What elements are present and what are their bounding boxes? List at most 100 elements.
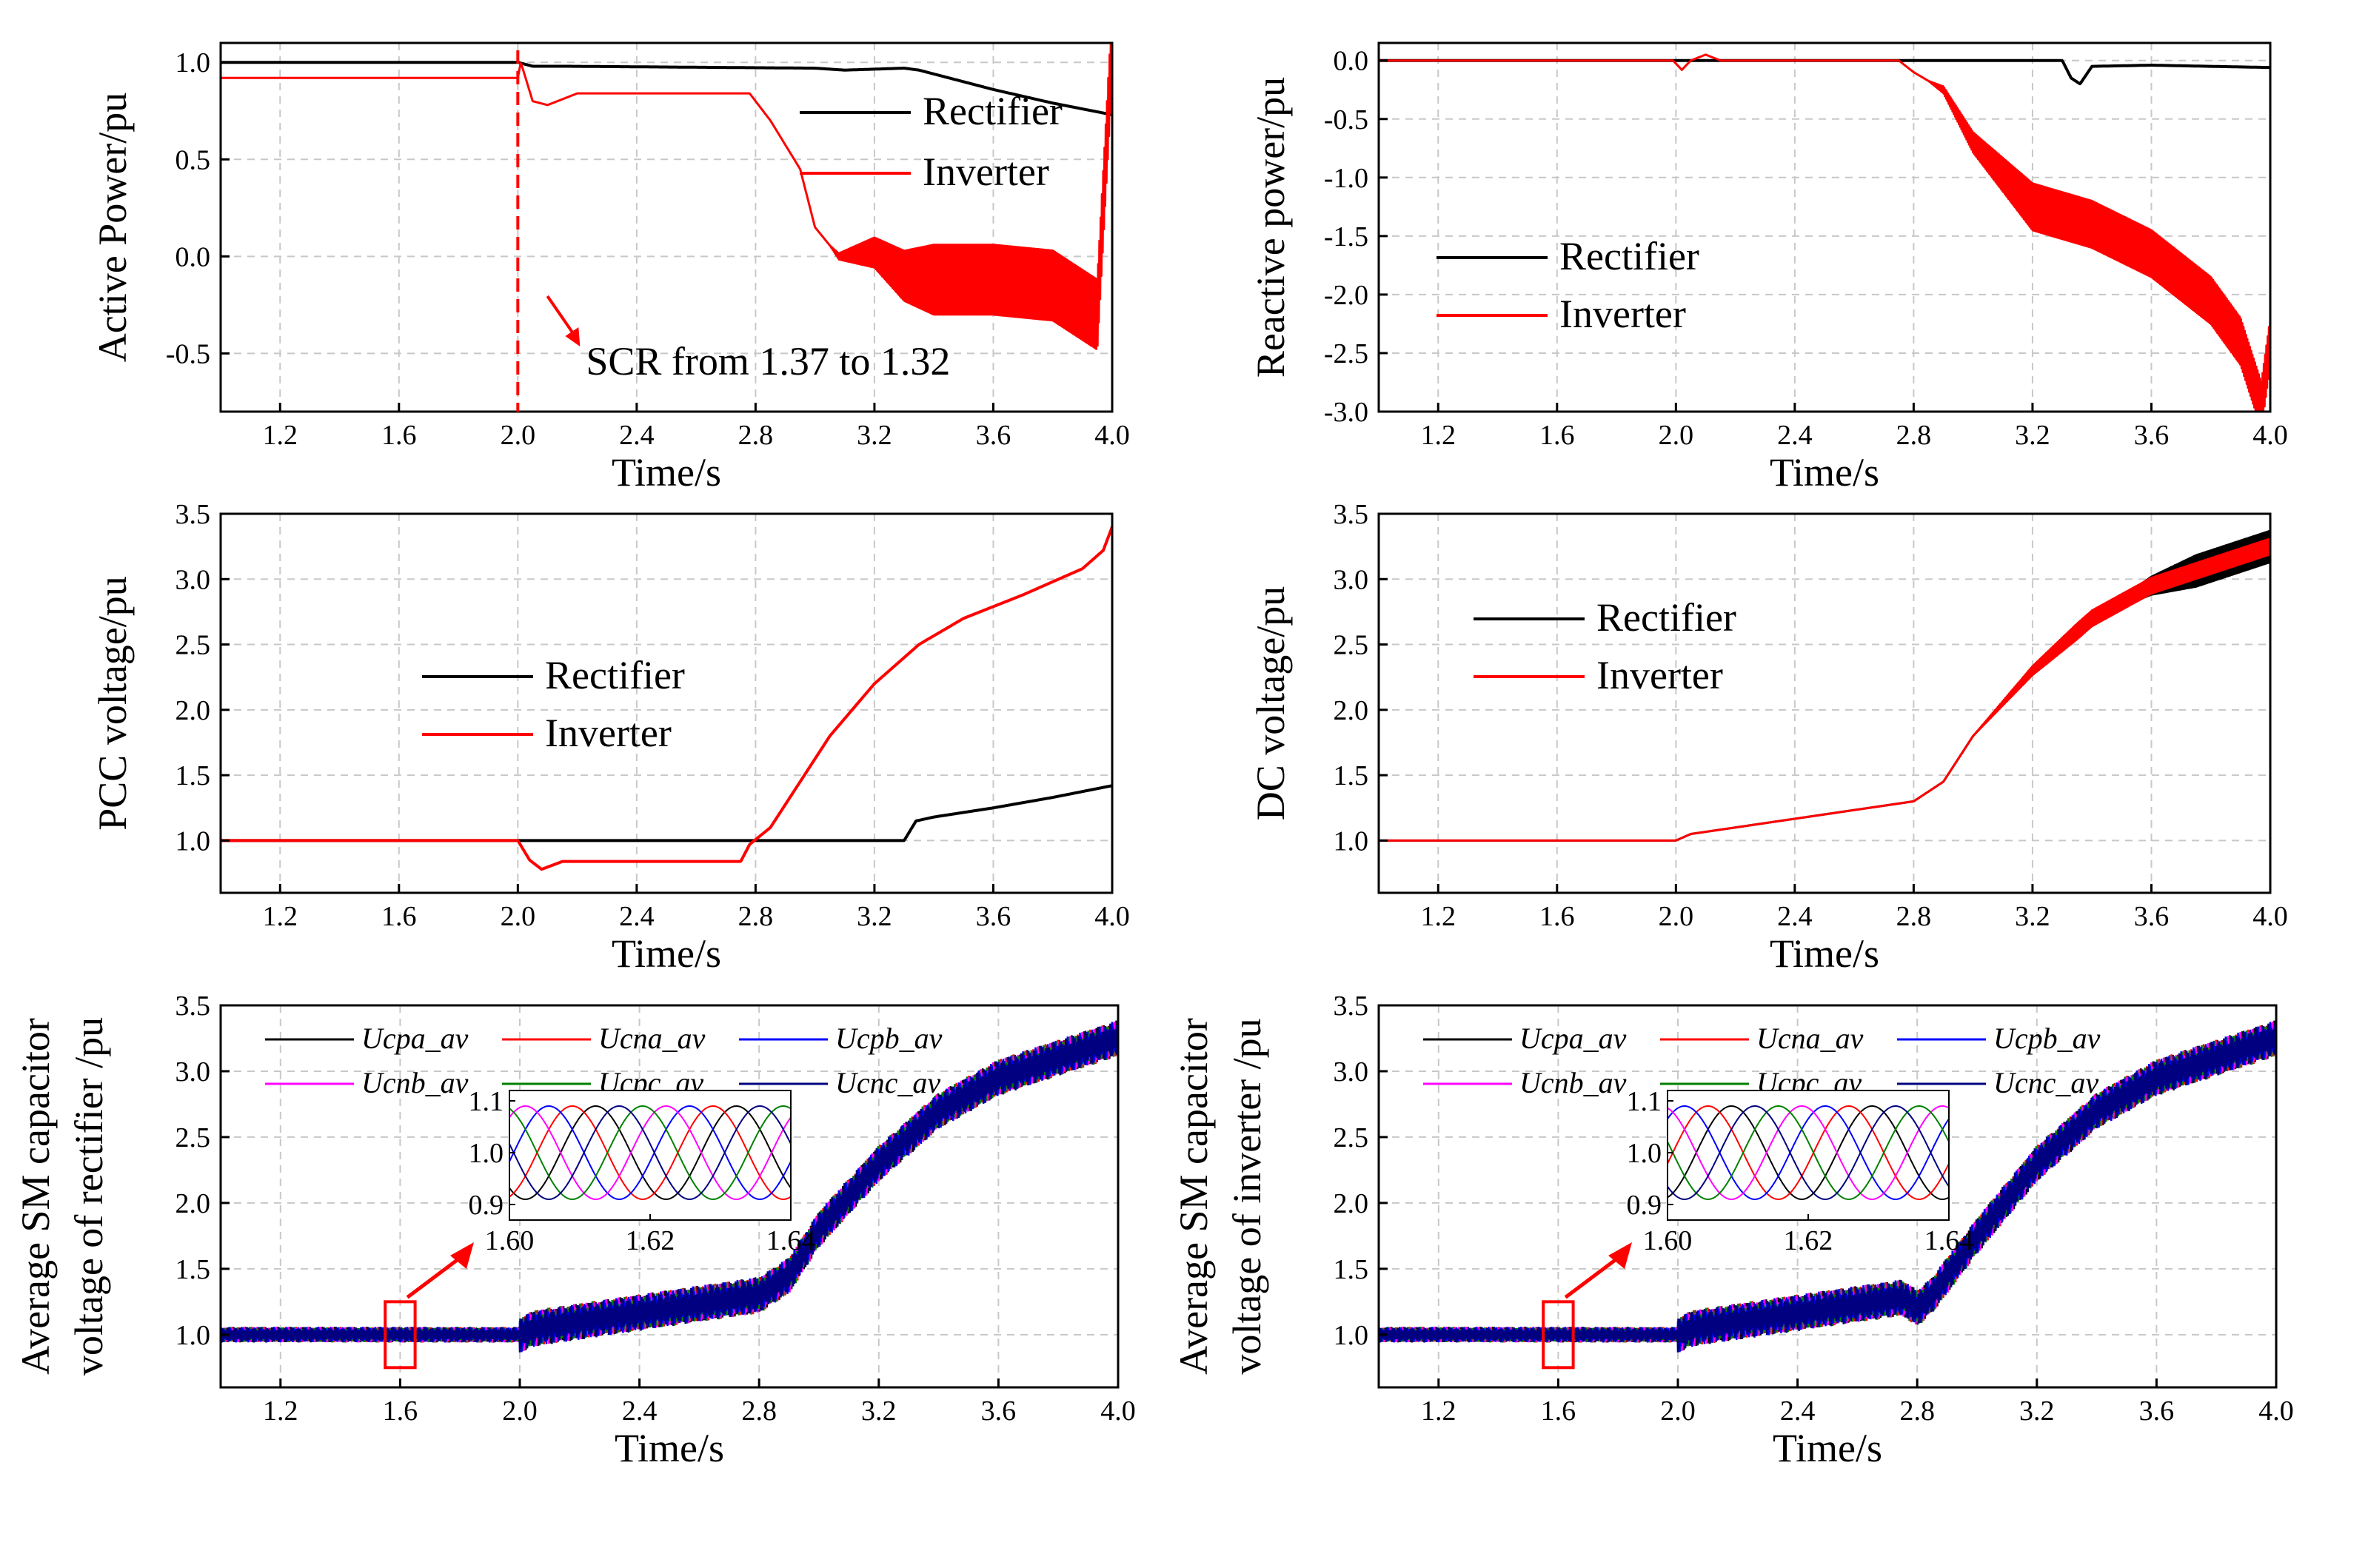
x-tick-label: 3.6 xyxy=(976,901,1011,932)
x-tick-label: 1.2 xyxy=(1421,901,1456,932)
y-tick-label: -0.5 xyxy=(1324,104,1368,135)
x-axis-label: Time/s xyxy=(1770,931,1879,976)
zoom-arrowhead xyxy=(1608,1242,1632,1269)
zoom-arrowhead xyxy=(450,1242,474,1269)
y-tick-label: -3.0 xyxy=(1324,397,1368,428)
plot-area xyxy=(1379,530,2270,842)
legend-label-ucpb-av: Ucpb_av xyxy=(1993,1022,2101,1055)
x-tick-label: 1.6 xyxy=(381,420,417,451)
plot-frame xyxy=(219,512,1114,894)
x-tick-label: 2.0 xyxy=(501,901,536,932)
y-tick-label: 1.0 xyxy=(1334,825,1369,857)
x-tick-label: 3.6 xyxy=(976,420,1011,451)
series-inverter-line xyxy=(221,43,1112,350)
x-tick-label: 1.2 xyxy=(1421,420,1456,451)
y-tick-label: -2.0 xyxy=(1324,280,1368,311)
plot-frame xyxy=(219,41,1114,413)
y-tick-label: -1.5 xyxy=(1324,221,1368,252)
y-tick-label: 2.5 xyxy=(1334,1122,1369,1153)
x-tick-label: 3.2 xyxy=(857,901,892,932)
y-tick-label: -2.5 xyxy=(1324,338,1368,369)
series-rectifier-line xyxy=(1379,58,2270,86)
y-tick-label: 0.0 xyxy=(175,241,211,272)
x-tick-label: 2.4 xyxy=(1777,420,1813,451)
x-tick-label: 1.6 xyxy=(383,1396,418,1427)
legend-label-ucna-av: Ucna_av xyxy=(1756,1022,1864,1055)
x-tick-label: 4.0 xyxy=(2252,901,2288,932)
x-tick-label: 2.8 xyxy=(741,1396,777,1427)
x-axis-label: Time/s xyxy=(615,1426,724,1470)
legend-label-inverter: Inverter xyxy=(923,150,1049,194)
inset-series-ucpc-av xyxy=(1668,1105,1949,1200)
y-tick-label: 2.0 xyxy=(1334,1188,1369,1219)
y-tick-label: 3.0 xyxy=(1334,564,1369,595)
inset-y-tick-label: 0.9 xyxy=(469,1190,504,1221)
series-rectifier-line xyxy=(221,784,1112,842)
series-rectifier-line xyxy=(1379,530,2270,842)
x-tick-label: 4.0 xyxy=(1094,420,1130,451)
plot-frame xyxy=(1377,512,2272,894)
x-tick-label: 2.8 xyxy=(1896,901,1932,932)
y-tick-label: 1.5 xyxy=(175,760,211,791)
x-tick-label: 2.8 xyxy=(738,901,774,932)
y-tick-label: 2.5 xyxy=(175,1122,211,1153)
inset-background xyxy=(1668,1090,1949,1220)
panel-sm-rectifier: 1.2 1.6 2.0 2.4 2.8 3.2 3.6 4.0 1.0 1.5 2.0 2.5 3.0 3… xyxy=(13,991,1136,1470)
y-tick-label: 2.0 xyxy=(1334,695,1369,726)
legend-label-rectifier: Rectifier xyxy=(1596,595,1736,640)
legend-label-ucna-av: Ucna_av xyxy=(598,1022,706,1055)
x-tick-label: 2.4 xyxy=(1777,901,1813,932)
x-axis-label: Time/s xyxy=(1770,450,1879,495)
legend-label-rectifier: Rectifier xyxy=(923,89,1063,133)
x-tick-label: 1.2 xyxy=(1421,1396,1456,1427)
x-tick-label: 3.6 xyxy=(2134,901,2170,932)
x-tick-label: 2.4 xyxy=(622,1396,658,1427)
inset-background xyxy=(509,1090,791,1220)
y-axis-label: Active Power/pu xyxy=(90,93,135,362)
x-tick-label: 2.8 xyxy=(1896,420,1932,451)
panel-reactive-power: 1.2 1.6 2.0 2.4 2.8 3.2 3.6 4.0 -3.0 -2.5 -2.0 -1.5… xyxy=(1248,41,2288,495)
x-tick-label: 1.2 xyxy=(263,901,298,932)
series-inverter-line xyxy=(1379,53,2270,412)
inset-series-ucpb-av xyxy=(509,1105,791,1201)
x-tick-label: 3.6 xyxy=(981,1396,1017,1427)
legend-label-ucnc-av: Ucnc_av xyxy=(835,1066,940,1099)
inset-x-tick-label: 1.64 xyxy=(766,1225,816,1256)
x-tick-label: 3.2 xyxy=(2019,1396,2055,1427)
inset-x-tick-label: 1.60 xyxy=(485,1225,535,1256)
y-tick-label: 2.0 xyxy=(175,695,211,726)
panel-dc-voltage: 1.2 1.6 2.0 2.4 2.8 3.2 3.6 4.0 1.0 1.5 2.0 2.5 3.0 3… xyxy=(1248,499,2288,976)
x-tick-label: 3.2 xyxy=(2015,901,2050,932)
x-tick-label: 4.0 xyxy=(1094,901,1130,932)
x-tick-label: 4.0 xyxy=(2252,420,2288,451)
y-tick-label: 3.5 xyxy=(1334,991,1369,1022)
x-tick-label: 1.6 xyxy=(1539,901,1575,932)
x-tick-label: 2.4 xyxy=(619,420,655,451)
x-tick-label: 2.8 xyxy=(1899,1396,1935,1427)
x-tick-label: 2.8 xyxy=(738,420,774,451)
y-tick-label: 3.5 xyxy=(1334,499,1369,530)
series-ucnc-av-line xyxy=(1379,1020,2276,1353)
zoom-box xyxy=(1542,1300,1575,1370)
x-tick-label: 1.2 xyxy=(263,420,298,451)
x-tick-label: 4.0 xyxy=(2258,1396,2294,1427)
x-tick-label: 2.4 xyxy=(1780,1396,1816,1427)
panel-pcc-voltage: 1.2 1.6 2.0 2.4 2.8 3.2 3.6 4.0 1.0 1.5 2.0 2.5 3.0 3… xyxy=(90,499,1130,976)
inset-series-ucpc-av xyxy=(509,1105,791,1201)
y-tick-label: 1.0 xyxy=(175,1320,211,1351)
y-tick-label: 3.5 xyxy=(175,499,211,530)
legend-label-inverter: Inverter xyxy=(545,711,672,755)
x-tick-label: 3.2 xyxy=(2015,420,2050,451)
inset-y-tick-label: 1.0 xyxy=(469,1138,504,1169)
inset-series-ucnc-av xyxy=(509,1105,791,1201)
annotation-arrowhead xyxy=(565,327,581,346)
inset-y-tick-label: 1.1 xyxy=(1627,1086,1662,1117)
x-tick-label: 3.6 xyxy=(2134,420,2170,451)
y-tick-label: -1.0 xyxy=(1324,163,1368,194)
x-axis-label: Time/s xyxy=(612,450,721,495)
x-tick-label: 1.6 xyxy=(381,901,417,932)
inset-series-ucnc-av xyxy=(1668,1105,1949,1200)
x-tick-label: 4.0 xyxy=(1100,1396,1136,1427)
y-tick-label: 3.5 xyxy=(175,991,211,1022)
zoom-arrow xyxy=(406,1252,466,1299)
